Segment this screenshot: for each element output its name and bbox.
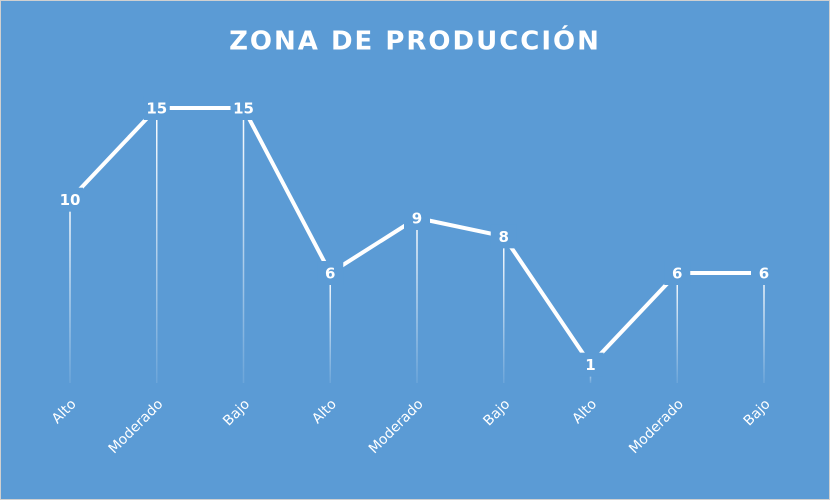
data-label: 6 [759, 265, 769, 283]
drop-line [416, 218, 418, 383]
label-gap [577, 352, 604, 377]
drop-line [763, 273, 765, 383]
label-gap [230, 96, 257, 120]
chart-title: ZONA DE PRODUCCIÓN [229, 25, 601, 57]
drop-line [156, 108, 158, 383]
label-gap [317, 261, 344, 285]
data-label: 9 [412, 210, 422, 228]
drop-line [242, 108, 245, 383]
drop-line [69, 199, 71, 383]
data-label: 1 [585, 356, 595, 374]
label-gap [143, 96, 170, 120]
label-gap [751, 261, 777, 285]
label-gap [664, 261, 691, 285]
drop-line [676, 273, 678, 383]
drop-line [503, 236, 505, 383]
drop-line [329, 273, 331, 383]
data-label: 6 [325, 265, 335, 283]
data-label: 8 [499, 228, 509, 246]
data-label: 15 [233, 100, 254, 118]
label-gap [404, 206, 430, 230]
data-label: 15 [146, 100, 167, 118]
data-label: 6 [672, 265, 682, 283]
label-gap [490, 224, 517, 249]
data-label: 10 [60, 191, 81, 209]
label-gap [57, 187, 83, 212]
